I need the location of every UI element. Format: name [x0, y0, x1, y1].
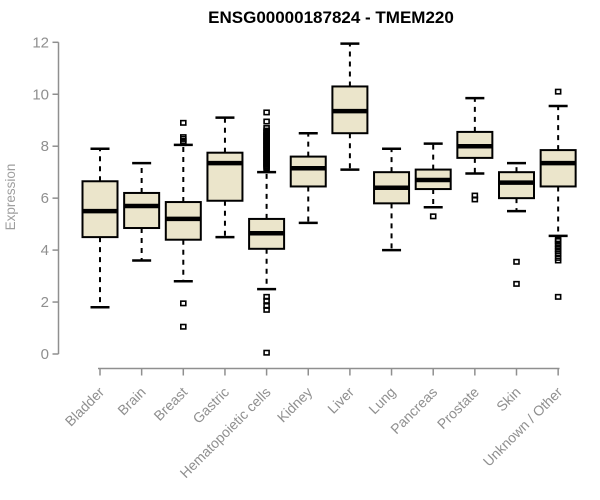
chart-title: ENSG00000187824 - TMEM220: [208, 8, 454, 27]
y-tick-label: 10: [32, 86, 49, 103]
box-lung: [373, 147, 411, 252]
box-gastric: [206, 116, 244, 239]
x-category-label: Unknown / Other: [480, 384, 566, 470]
iqr-box: [206, 151, 244, 202]
outlier-point: [180, 140, 187, 147]
iqr-box: [539, 149, 577, 188]
box-prostate: [456, 96, 494, 203]
outlier-point: [263, 109, 270, 116]
outlier-point: [263, 349, 270, 356]
outlier-point: [263, 306, 270, 313]
x-category-label: Bladder: [62, 384, 108, 430]
box-pancreas: [414, 142, 452, 220]
outlier-point: [263, 297, 270, 304]
x-category-label: Breast: [150, 384, 190, 424]
box-unknown-other: [539, 88, 577, 300]
outlier-point: [263, 118, 270, 125]
box-kidney: [289, 131, 327, 225]
y-tick-label: 2: [41, 294, 49, 311]
box-liver: [331, 42, 369, 171]
iqr-box: [289, 155, 327, 188]
outlier-point: [554, 293, 562, 300]
box-bladder: [81, 147, 119, 309]
box-skin: [498, 161, 535, 287]
outlier-point: [180, 323, 187, 330]
outlier-point: [180, 300, 187, 307]
outlier-point: [180, 119, 187, 126]
x-category-label: Brain: [114, 384, 148, 418]
y-tick-label: 4: [41, 242, 49, 259]
outlier-point: [554, 257, 562, 264]
outlier-point: [513, 280, 520, 287]
y-axis-label: Expression: [3, 164, 18, 231]
outlier-point: [554, 88, 562, 95]
box-hematopoietic-cells: [248, 109, 286, 356]
x-category-label: Prostate: [434, 384, 482, 432]
x-category-label: Lung: [365, 384, 398, 417]
y-tick-label: 8: [41, 138, 49, 155]
iqr-box: [498, 171, 535, 200]
box-brain: [123, 161, 161, 262]
box-breast: [164, 119, 202, 330]
x-category-label: Skin: [493, 384, 524, 415]
outlier-point: [471, 196, 479, 203]
y-tick-label: 0: [41, 346, 49, 363]
outlier-point: [429, 213, 437, 220]
outlier-point: [513, 258, 520, 265]
outlier-point: [263, 165, 270, 172]
x-category-label: Kidney: [274, 384, 316, 426]
x-category-label: Liver: [324, 384, 357, 417]
iqr-box: [123, 191, 161, 230]
y-tick-label: 12: [32, 34, 49, 51]
y-tick-label: 6: [41, 190, 49, 207]
boxes-layer: [81, 42, 577, 356]
